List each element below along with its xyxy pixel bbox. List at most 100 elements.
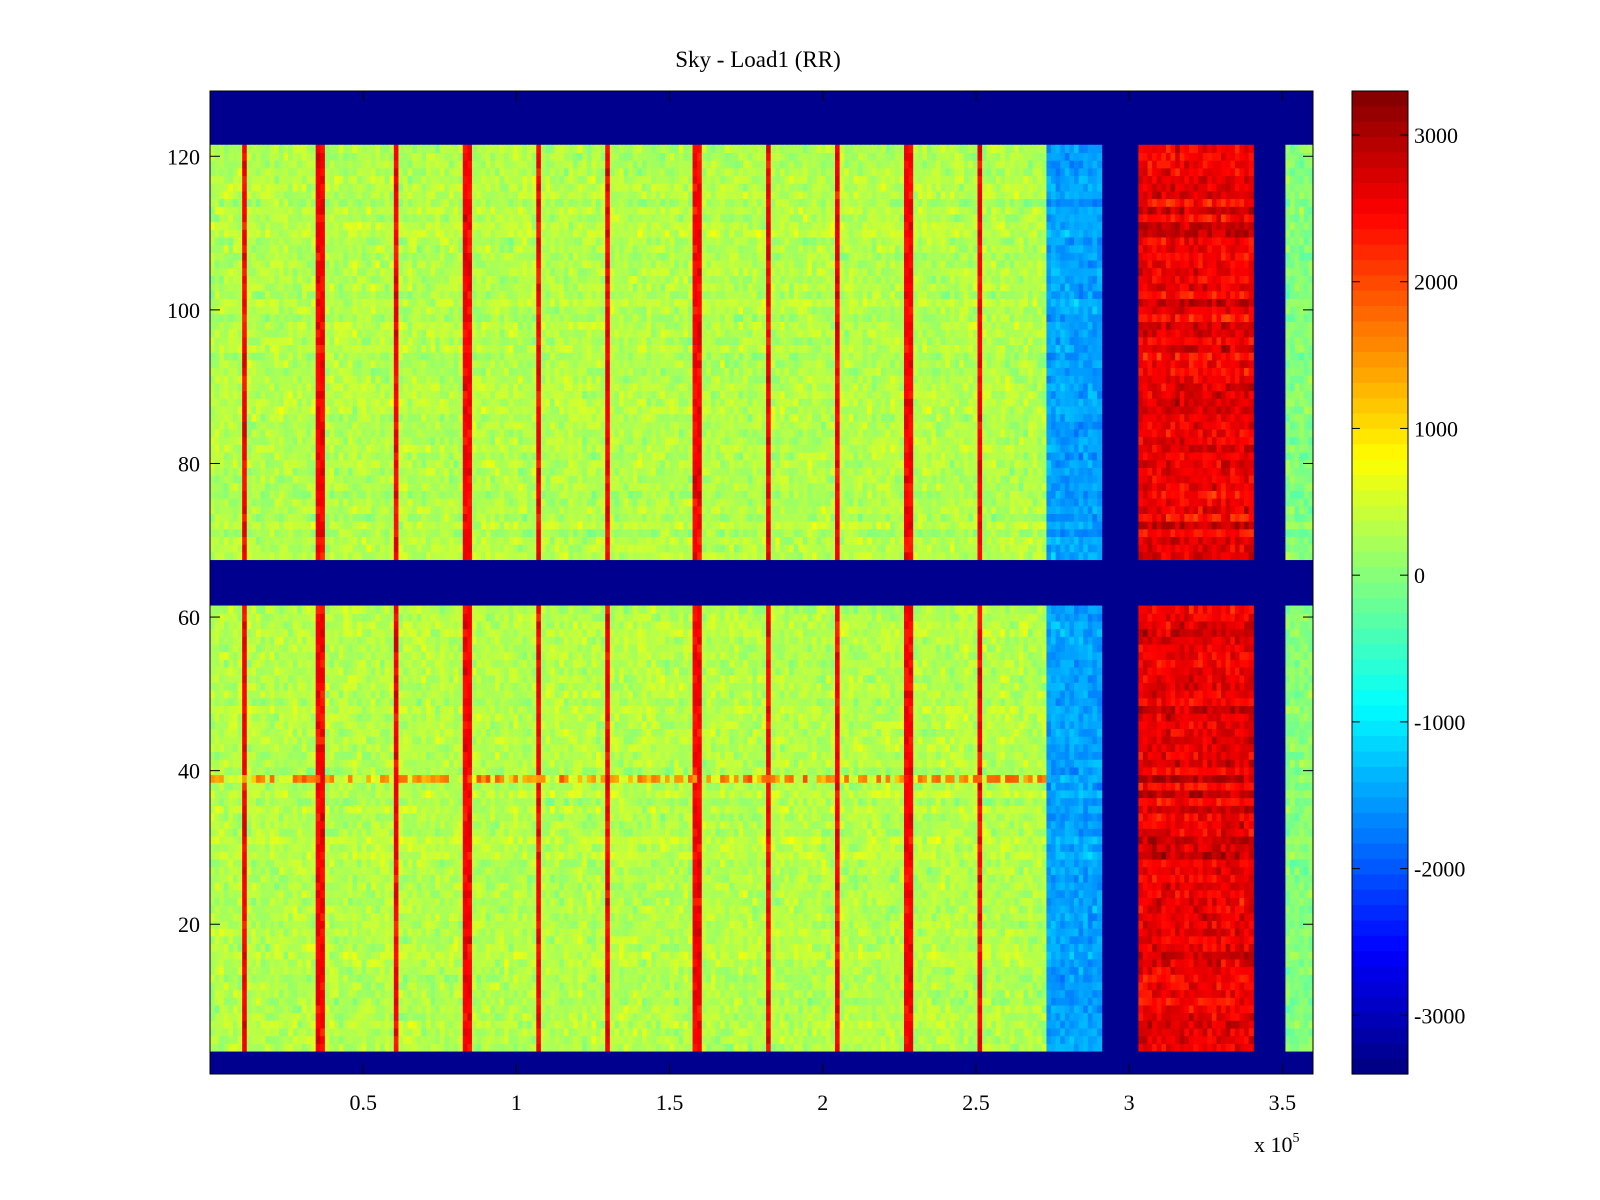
heatmap-cell <box>1060 989 1066 998</box>
heatmap-cell <box>738 1020 744 1029</box>
heatmap-cell <box>646 882 652 891</box>
heatmap-cell <box>384 1027 390 1037</box>
heatmap-cell <box>278 1027 285 1037</box>
heatmap-cell <box>1078 935 1084 945</box>
heatmap-cell <box>467 920 473 929</box>
heatmap-cell <box>439 958 445 968</box>
heatmap-cell <box>467 905 473 914</box>
heatmap-cell <box>1069 928 1075 937</box>
heatmap-cell <box>398 981 404 991</box>
heatmap-cell <box>729 1012 735 1021</box>
heatmap-cell <box>890 974 896 983</box>
heatmap-cell <box>1202 889 1208 898</box>
heatmap-cell <box>393 935 400 945</box>
heatmap-cell <box>1303 943 1310 952</box>
heatmap-cell <box>1184 1012 1190 1021</box>
heatmap-cell <box>710 905 717 914</box>
heatmap-cell <box>269 989 275 998</box>
heatmap-cell <box>687 958 694 968</box>
heatmap-cell <box>1299 920 1305 929</box>
heatmap-cell <box>260 882 266 891</box>
heatmap-cell <box>995 1035 1002 1044</box>
heatmap-cell <box>274 928 280 937</box>
heatmap-cell <box>619 1035 625 1044</box>
heatmap-cell <box>219 920 225 929</box>
heatmap-cell <box>1188 928 1195 937</box>
heatmap-cell <box>1308 928 1314 937</box>
heatmap-cell <box>931 920 937 929</box>
heatmap-cell <box>908 997 914 1006</box>
heatmap-cell <box>1299 928 1305 937</box>
heatmap-cell <box>1193 958 1199 968</box>
heatmap-cell <box>283 951 289 960</box>
heatmap-cell <box>352 905 358 914</box>
heatmap-cell <box>995 1043 1002 1052</box>
heatmap-cell <box>922 997 928 1006</box>
heatmap-cell <box>1138 951 1144 960</box>
heatmap-cell <box>586 912 593 922</box>
heatmap-cell <box>729 951 735 960</box>
heatmap-cell <box>1239 958 1245 968</box>
heatmap-cell <box>508 1004 514 1014</box>
heatmap-cell <box>1299 1027 1305 1037</box>
heatmap-cell <box>1188 943 1195 952</box>
heatmap-cell <box>830 912 836 922</box>
heatmap-cell <box>775 905 781 914</box>
heatmap-row <box>210 905 1314 914</box>
heatmap-cell <box>789 882 795 891</box>
heatmap-cell <box>940 958 946 968</box>
heatmap-cell <box>729 897 735 906</box>
heatmap-cell <box>1152 1027 1158 1037</box>
heatmap-cell <box>288 1035 294 1044</box>
heatmap-cell <box>1009 997 1015 1006</box>
heatmap-cell <box>1193 966 1199 975</box>
heatmap-cell <box>375 1027 381 1037</box>
heatmap-cell <box>1179 958 1185 968</box>
heatmap-cell <box>623 1012 629 1021</box>
heatmap-cell <box>1060 928 1066 937</box>
heatmap-cell <box>853 905 859 914</box>
heatmap-cell <box>228 1004 234 1014</box>
heatmap-cell <box>858 889 864 898</box>
heatmap-cell <box>1046 966 1052 975</box>
heatmap-cell <box>1074 935 1080 945</box>
heatmap-cell <box>697 974 703 983</box>
heatmap-cell <box>1202 1020 1208 1029</box>
heatmap-cell <box>545 897 551 906</box>
heatmap-cell <box>945 951 951 960</box>
heatmap-cell <box>283 1043 289 1052</box>
heatmap-cell <box>972 951 979 960</box>
heatmap-cell <box>885 928 891 937</box>
heatmap-cell <box>913 1035 919 1044</box>
heatmap-cell <box>701 966 707 975</box>
heatmap-cell <box>311 1035 317 1044</box>
heatmap-cell <box>508 1027 514 1037</box>
heatmap-cell <box>770 897 776 906</box>
heatmap-cell <box>724 1043 730 1052</box>
heatmap-cell <box>1009 951 1015 960</box>
heatmap-cell <box>421 928 427 937</box>
heatmap-cell <box>687 943 694 952</box>
heatmap-cell <box>315 912 321 922</box>
heatmap-cell <box>1028 920 1034 929</box>
heatmap-cell <box>375 958 381 968</box>
heatmap-cell <box>596 966 602 975</box>
heatmap-cell <box>1014 920 1020 929</box>
heatmap-cell <box>527 974 533 983</box>
heatmap-cell <box>825 1020 832 1029</box>
heatmap-cell <box>812 912 818 922</box>
heatmap-cell <box>825 912 832 922</box>
heatmap-cell <box>1152 958 1158 968</box>
heatmap-cell <box>494 951 501 960</box>
heatmap-cell <box>311 1027 317 1037</box>
heatmap-cell <box>315 1004 321 1014</box>
heatmap-cell <box>683 928 689 937</box>
heatmap-cell <box>1041 1012 1048 1021</box>
heatmap-cell <box>697 1012 703 1021</box>
heatmap-cell <box>733 935 740 945</box>
heatmap-cell <box>715 1012 721 1021</box>
heatmap-cell <box>439 882 445 891</box>
heatmap-cell <box>1294 951 1300 960</box>
heatmap-cell <box>821 989 827 998</box>
